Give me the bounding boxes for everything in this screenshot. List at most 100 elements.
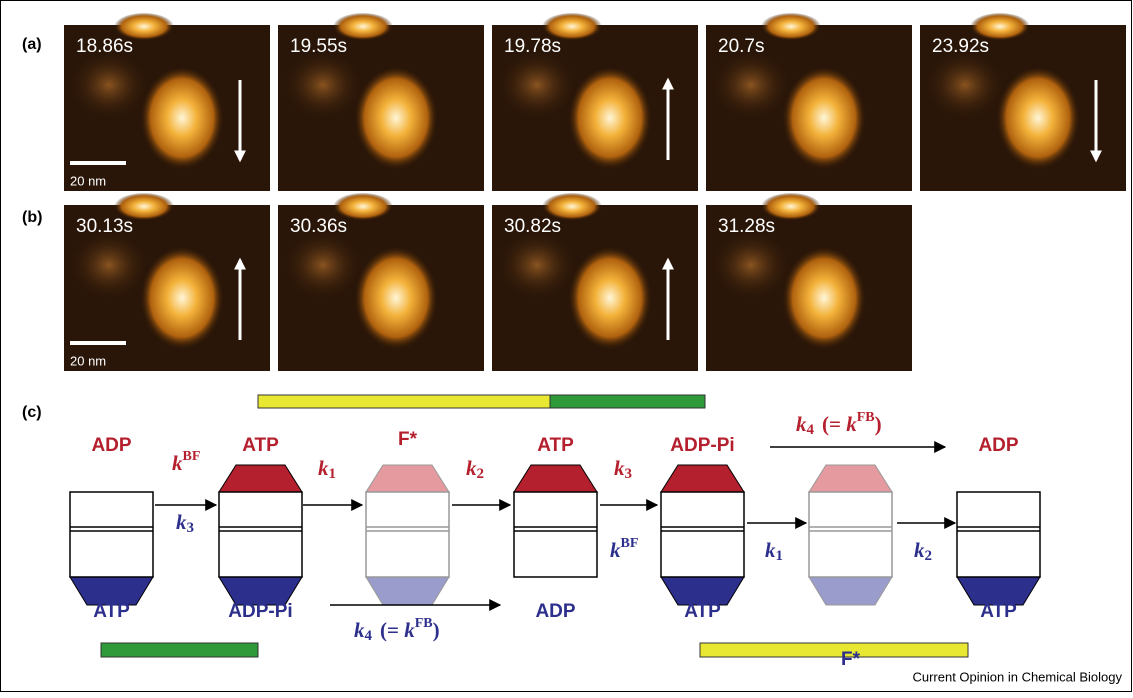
rate-superscript: BF [183, 449, 201, 464]
rate-symbol: k [610, 538, 621, 562]
state-label: F* [398, 429, 418, 450]
state-label: ATP [93, 601, 130, 622]
state-label: ATP [537, 435, 574, 456]
timestamp: 20.7s [718, 36, 764, 57]
afm-feature [354, 68, 438, 172]
bar [101, 643, 258, 657]
timestamp: 30.13s [76, 216, 133, 237]
subunit-top [809, 465, 892, 492]
afm-feature [140, 248, 224, 352]
timestamp: 19.78s [504, 36, 561, 57]
rate-label: k3 [614, 456, 632, 483]
rate-symbol: k [614, 456, 625, 480]
rate-symbol: k [354, 618, 365, 642]
state-label: ATP [684, 601, 721, 622]
afm-feature [568, 68, 652, 172]
afm-feature [354, 248, 438, 352]
rate-label: k1 [318, 456, 336, 483]
subunit-box [809, 492, 892, 577]
rate-superscript: FB [415, 616, 433, 631]
afm-feature [996, 68, 1080, 172]
timestamp: 31.28s [718, 216, 775, 237]
rate-label: kBF [610, 536, 638, 562]
rate-symbol: k [846, 412, 857, 436]
credit: Current Opinion in Chemical Biology [912, 669, 1122, 684]
panel-label: (c) [22, 404, 42, 421]
afm-feature [283, 230, 363, 300]
state-label: ADP-Pi [670, 435, 734, 456]
rate-subscript: 4 [365, 628, 373, 644]
afm-feature [925, 50, 1005, 120]
afm-feature [568, 248, 652, 352]
afm-feature [497, 50, 577, 120]
afm-feature [497, 230, 577, 300]
rate-subscript: 1 [329, 466, 337, 482]
rate-label: k4(= kFB) [796, 410, 882, 438]
subunit-box [70, 492, 153, 577]
rate-label: k4(= kFB) [354, 616, 440, 644]
rate-note: (= [822, 412, 846, 436]
rate-symbol: k [318, 456, 329, 480]
subunit-top [514, 465, 597, 492]
rate-label: k3 [176, 510, 194, 537]
subunit-box [219, 492, 302, 577]
afm-feature [782, 248, 866, 352]
rate-subscript: 2 [925, 548, 933, 564]
state-label: F* [841, 649, 861, 670]
rate-label: kBF [172, 449, 200, 475]
subunit-bottom [809, 577, 892, 605]
panel-label: (a) [22, 36, 42, 53]
rate-subscript: 3 [187, 520, 195, 536]
timestamp: 23.92s [932, 36, 989, 57]
timestamp: 19.55s [290, 36, 347, 57]
timestamp: 30.82s [504, 216, 561, 237]
afm-feature [69, 230, 149, 300]
subunit-top [219, 465, 302, 492]
subunit-top [366, 465, 449, 492]
rate-symbol: k [466, 456, 477, 480]
rate-symbol: k [765, 538, 776, 562]
afm-feature [711, 50, 791, 120]
bar [258, 395, 550, 408]
afm-feature [761, 13, 821, 41]
subunit-bottom [366, 577, 449, 605]
rate-superscript: BF [621, 536, 639, 551]
subunit-box [957, 492, 1040, 577]
rate-note: ) [875, 412, 882, 436]
rate-subscript: 4 [807, 422, 815, 438]
rate-label: k2 [914, 538, 932, 565]
state-label: ADP [978, 435, 1018, 456]
rate-symbol: k [796, 412, 807, 436]
rate-symbol: k [404, 618, 415, 642]
scale-label: 20 nm [70, 173, 106, 188]
state-label: ADP [91, 435, 131, 456]
rate-symbol: k [172, 451, 183, 475]
rate-subscript: 3 [625, 466, 633, 482]
rate-superscript: FB [857, 410, 875, 425]
state-label: ATP [980, 601, 1017, 622]
subunit-box [514, 492, 597, 577]
rate-note: ) [433, 618, 440, 642]
afm-feature [782, 68, 866, 172]
rate-subscript: 2 [477, 466, 485, 482]
subunit-top [661, 465, 744, 492]
state-label: ATP [242, 435, 279, 456]
bar [550, 395, 705, 408]
afm-feature [283, 50, 363, 120]
rate-symbol: k [914, 538, 925, 562]
state-label: ADP [535, 601, 575, 622]
rate-subscript: 1 [776, 548, 784, 564]
subunit-box [366, 492, 449, 577]
panel-label: (b) [22, 209, 42, 226]
scale-label: 20 nm [70, 353, 106, 368]
figure: (a) (b) (c) Current Opinion in Chemical … [0, 0, 1133, 693]
state-label: ADP-Pi [228, 601, 292, 622]
rate-label: k2 [466, 456, 484, 483]
afm-feature [69, 50, 149, 120]
rate-label: k1 [765, 538, 783, 565]
rate-symbol: k [176, 510, 187, 534]
timestamp: 30.36s [290, 216, 347, 237]
bar [700, 643, 968, 657]
timestamp: 18.86s [76, 36, 133, 57]
rate-note: (= [380, 618, 404, 642]
